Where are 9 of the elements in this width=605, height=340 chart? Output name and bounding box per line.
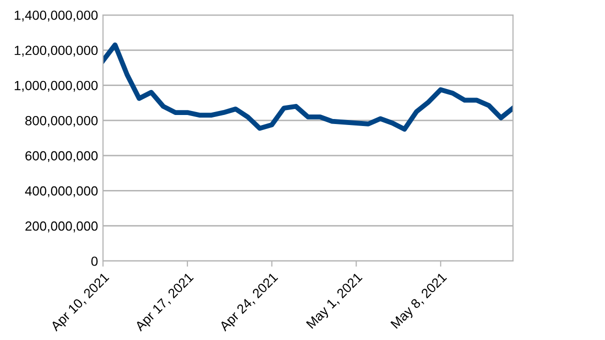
y-tick-label: 600,000,000 xyxy=(25,151,98,162)
y-tick-label: 200,000,000 xyxy=(25,221,98,232)
y-tick-label: 1,400,000,000 xyxy=(14,10,98,22)
y-tick-label: 800,000,000 xyxy=(25,116,98,127)
y-tick-label: 0 xyxy=(91,256,98,266)
line-series xyxy=(103,42,513,132)
y-tick-label: 400,000,000 xyxy=(25,186,98,198)
y-tick-label: 1,000,000,000 xyxy=(14,80,98,92)
y-tick-label: 1,200,000,000 xyxy=(14,46,98,57)
